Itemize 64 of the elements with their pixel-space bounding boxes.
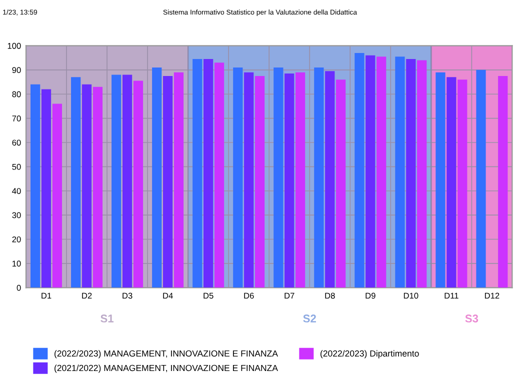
y-tick-label: 60 — [12, 140, 21, 146]
y-tick-label: 50 — [12, 164, 21, 170]
bar — [417, 60, 427, 288]
bar — [366, 55, 376, 288]
bar — [406, 59, 416, 288]
bar — [71, 77, 81, 288]
bar — [395, 56, 405, 288]
y-tick-label: 0 — [16, 284, 21, 291]
y-tick-label: 10 — [12, 260, 21, 267]
band-label: S2 — [303, 314, 316, 322]
bar — [295, 72, 306, 288]
x-tick-label: D6 — [244, 292, 254, 299]
band-label: S1 — [100, 314, 114, 322]
bar — [152, 67, 162, 288]
bar — [354, 52, 364, 288]
x-tick-label: D8 — [325, 292, 335, 299]
x-tick-label: D2 — [82, 292, 92, 299]
bar — [122, 74, 132, 288]
y-tick-label: 90 — [12, 67, 21, 74]
bar — [192, 59, 202, 288]
y-tick-label: 20 — [12, 236, 21, 242]
bar — [476, 70, 486, 288]
y-tick-label: 100 — [8, 42, 21, 49]
bar — [133, 80, 144, 288]
bar — [436, 72, 446, 288]
bar — [498, 76, 508, 288]
bar — [244, 72, 254, 288]
bar — [30, 84, 40, 288]
bar — [82, 84, 92, 288]
x-tick-label: D7 — [284, 292, 294, 299]
x-tick-label: D10 — [404, 292, 418, 299]
y-tick-label: 30 — [12, 212, 21, 218]
y-tick-label: 80 — [12, 91, 21, 98]
y-tick-label: 70 — [12, 116, 21, 122]
legend-label: (2021/2022) MANAGEMENT, INNOVAZIONE E FINANZA — [54, 364, 278, 373]
bar — [162, 76, 173, 288]
band-label: S3 — [465, 314, 478, 322]
legend-label: (2022/2023) Dipartimento — [320, 350, 419, 358]
bar — [92, 86, 103, 288]
x-tick-label: D11 — [444, 292, 458, 299]
bar — [325, 71, 335, 288]
bar — [284, 74, 294, 288]
legend-label: (2022/2023) MANAGEMENT, INNOVAZIONE E FINANZA — [54, 350, 278, 358]
bar — [214, 62, 224, 288]
x-tick-label: D4 — [163, 292, 173, 299]
bar — [446, 77, 456, 288]
bar — [204, 59, 214, 288]
x-tick-label: D3 — [122, 292, 132, 299]
x-tick-label: D1 — [42, 292, 52, 299]
bar — [174, 72, 184, 288]
bar — [112, 74, 122, 288]
bar — [314, 67, 324, 288]
bar — [41, 89, 52, 288]
x-tick-label: D5 — [204, 292, 214, 299]
bar — [274, 67, 284, 288]
bar — [52, 104, 62, 288]
bar — [376, 56, 386, 288]
bar — [458, 80, 468, 288]
x-tick-label: D12 — [484, 292, 500, 299]
x-tick-label: D9 — [366, 292, 376, 299]
bar — [336, 80, 346, 288]
y-tick-label: 40 — [12, 188, 21, 194]
bar — [254, 76, 265, 288]
bar — [233, 67, 243, 288]
